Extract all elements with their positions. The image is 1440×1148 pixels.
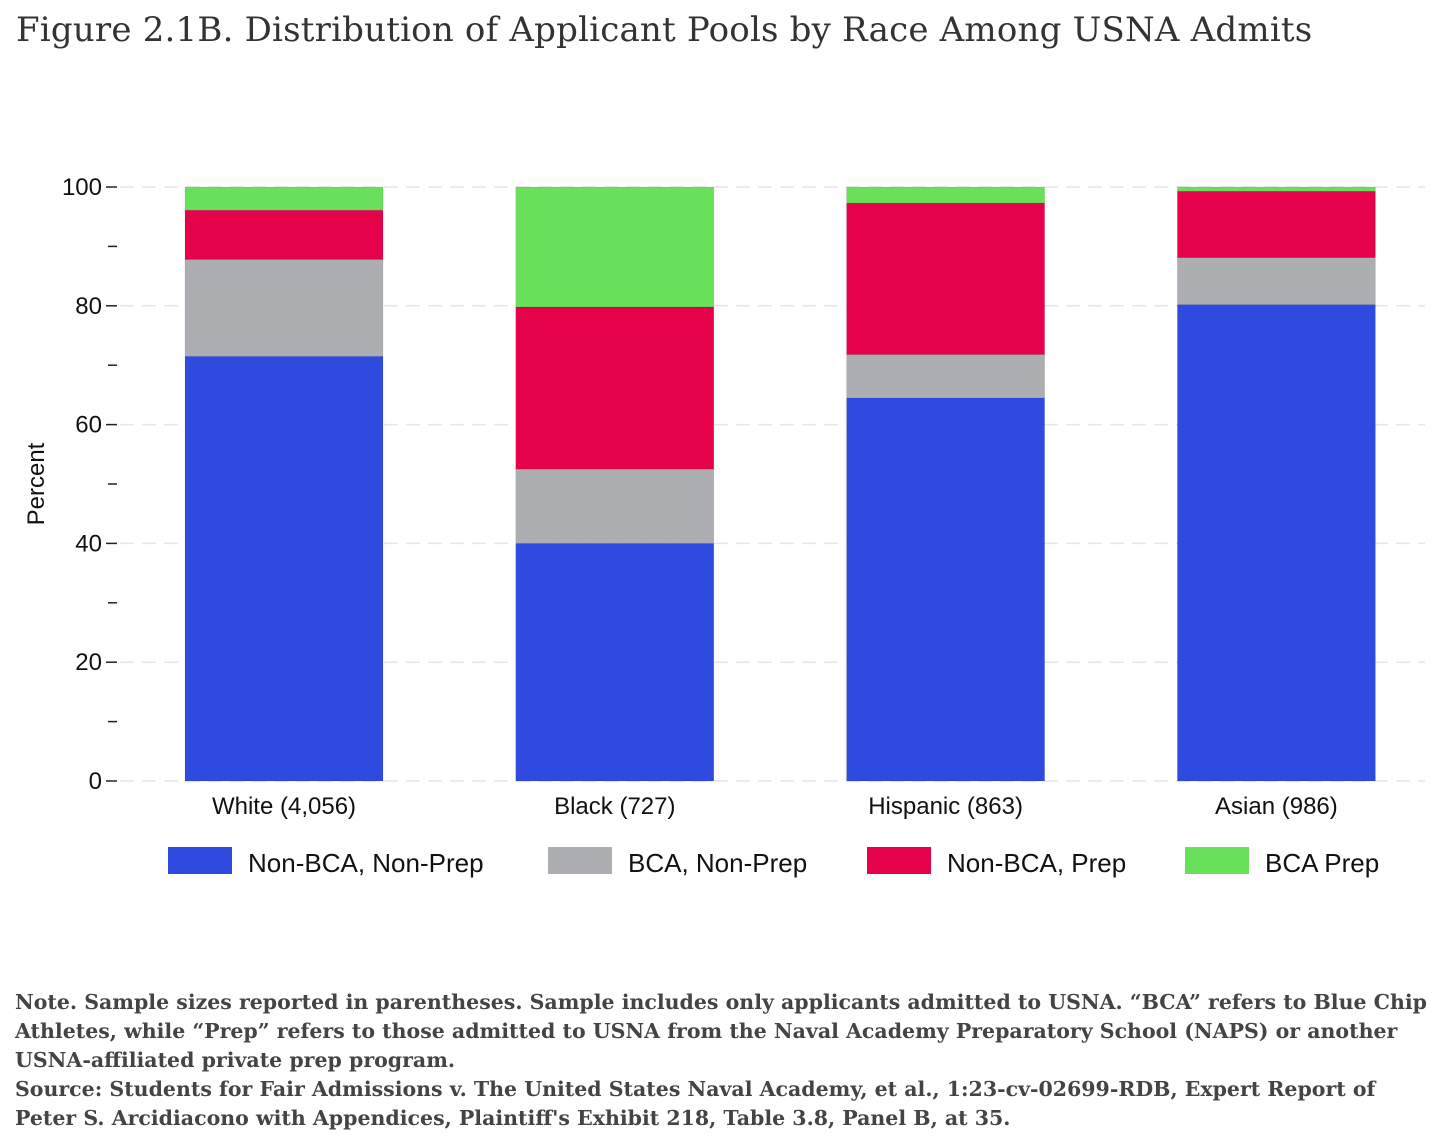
bar-segment <box>1177 190 1376 258</box>
legend-label: Non-BCA, Non-Prep <box>248 848 484 878</box>
x-tick-label: Hispanic (863) <box>868 793 1023 820</box>
y-tick-label: 20 <box>75 649 102 676</box>
bar-segment <box>515 186 715 308</box>
bar-segment <box>1177 186 1376 192</box>
bar-segment <box>184 259 384 357</box>
bar-segment <box>1177 257 1376 305</box>
x-tick-label: White (4,056) <box>212 793 356 820</box>
bar-segment <box>184 186 384 211</box>
chart-title: Figure 2.1B. Distribution of Applicant P… <box>16 10 1313 50</box>
legend-label: BCA Prep <box>1265 848 1379 878</box>
stacked-bar-chart: 0 20 40 60 80 100 Percent White (4,056) Black (… <box>23 174 1425 878</box>
x-tick-label: Black (727) <box>554 793 675 820</box>
y-axis-title: Percent <box>23 442 50 525</box>
figure-note: Note. Sample sizes reported in parenthes… <box>15 988 1430 1133</box>
x-tick-label: Asian (986) <box>1215 793 1338 820</box>
legend-label: BCA, Non-Prep <box>628 848 807 878</box>
y-axis: 0 20 40 60 80 100 Percent <box>23 174 117 795</box>
y-tick-label: 0 <box>89 768 102 795</box>
bar-segment <box>184 209 384 260</box>
legend-swatch <box>1185 847 1249 874</box>
source-text: Source: Students for Fair Admissions v. … <box>15 1077 1376 1130</box>
bar-segment <box>1177 304 1376 782</box>
x-axis-labels: White (4,056) Black (727) Hispanic (863) As… <box>212 793 1338 820</box>
note-text: Note. Sample sizes reported in parenthes… <box>15 990 1428 1072</box>
legend-swatch <box>168 847 232 874</box>
bar-segment <box>515 543 715 782</box>
bar-segment <box>846 202 1045 355</box>
bar-segment <box>515 306 715 470</box>
legend-swatch <box>548 847 612 874</box>
y-tick-label: 100 <box>62 174 102 201</box>
legend-label: Non-BCA, Prep <box>947 848 1126 878</box>
bar-segment <box>846 186 1045 204</box>
y-tick-label: 80 <box>75 293 102 320</box>
bar-segment <box>846 397 1045 782</box>
bars <box>184 186 1376 782</box>
y-tick-label: 40 <box>75 530 102 557</box>
legend-swatch <box>867 847 931 874</box>
bar-segment <box>515 468 715 544</box>
bar-segment <box>846 354 1045 399</box>
y-tick-label: 60 <box>75 412 102 439</box>
legend: Non-BCA, Non-Prep BCA, Non-Prep Non-BCA, P… <box>168 847 1379 878</box>
bar-segment <box>184 355 384 782</box>
